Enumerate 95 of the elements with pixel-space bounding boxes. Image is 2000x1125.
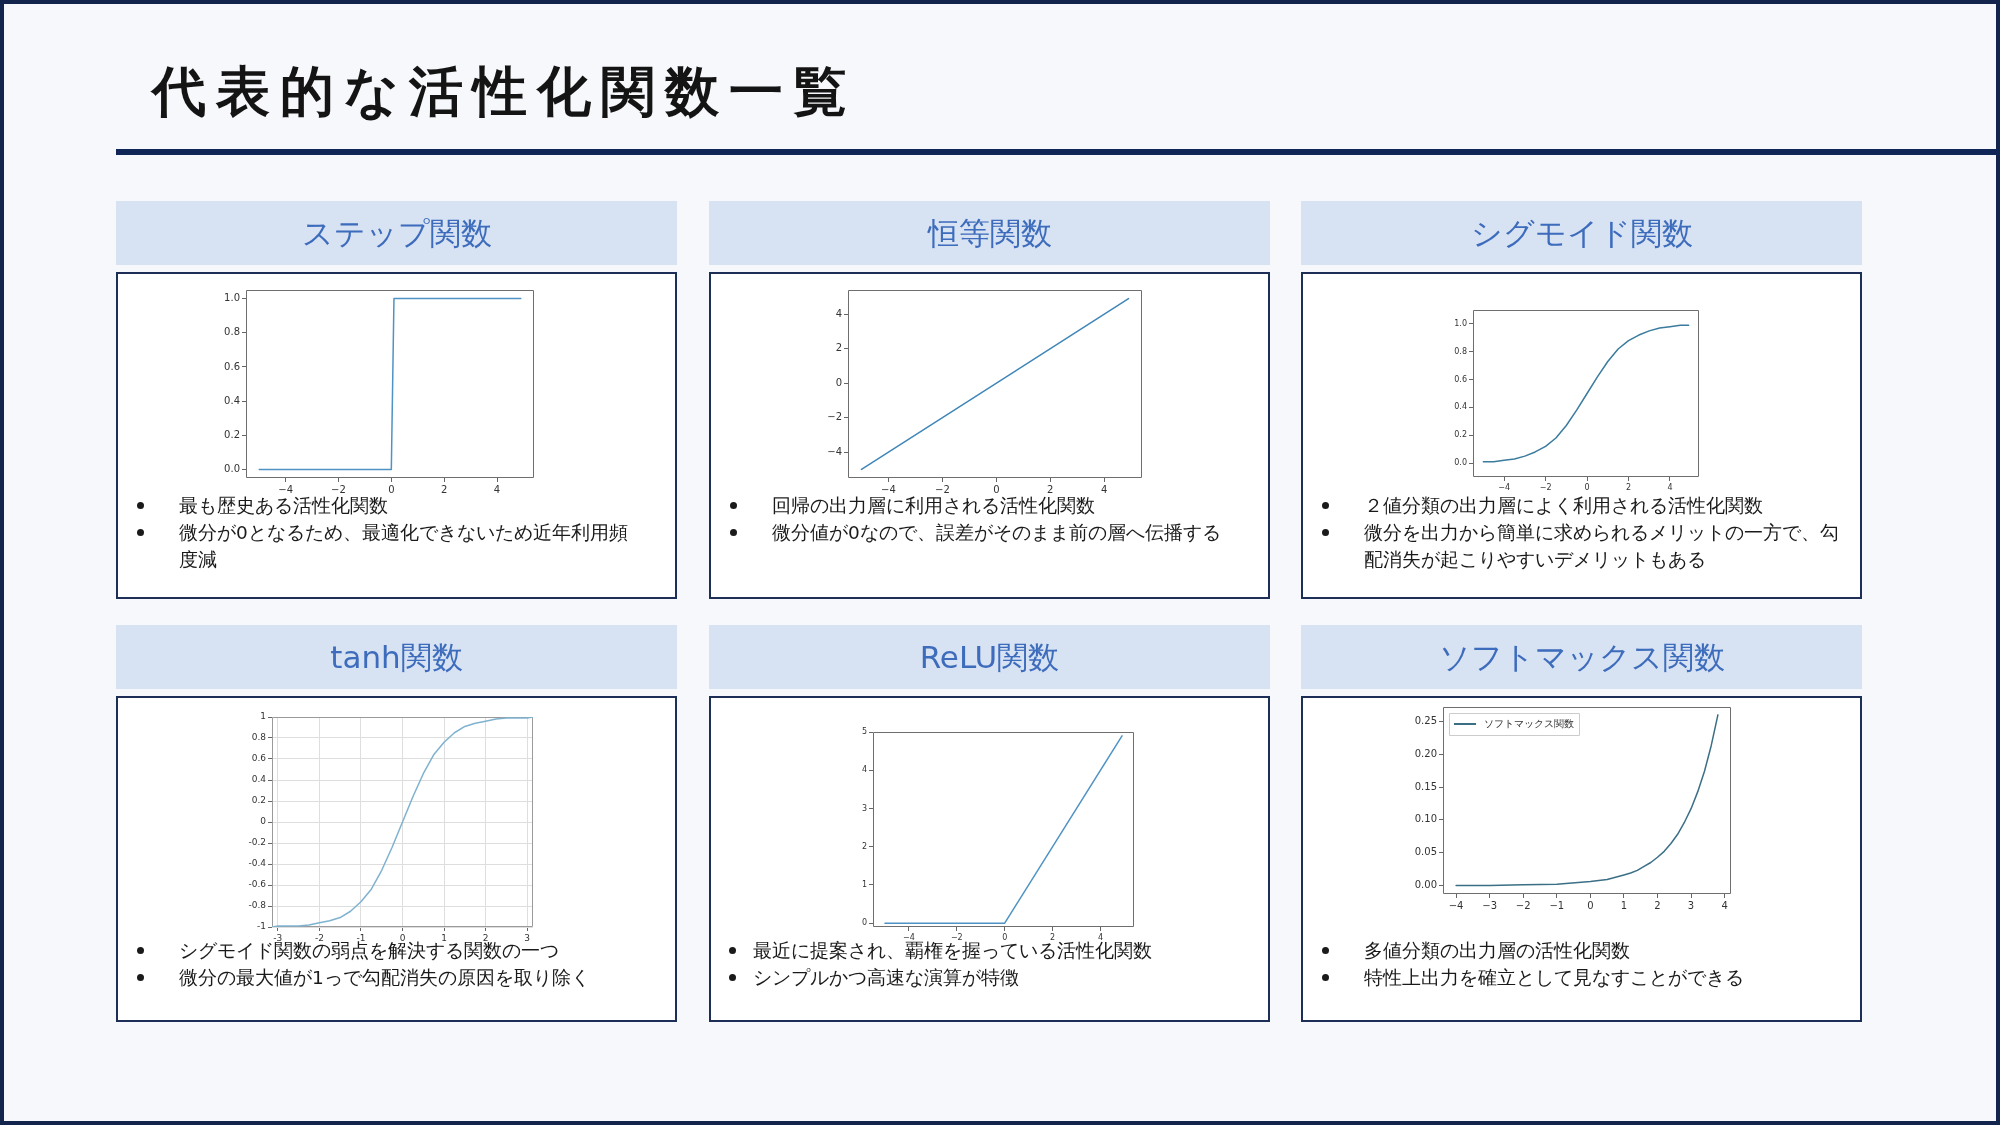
x-tick-label: −4: [1498, 482, 1510, 492]
x-tick-label: -1: [356, 932, 366, 943]
text: 最近に提案され、覇権を握っている活性化関数: [753, 940, 1152, 961]
x-tick-label: 4: [1101, 483, 1108, 495]
x-tick-label: −4: [278, 483, 294, 495]
y-tick-label: 4: [861, 765, 867, 775]
y-tick-label: -0.4: [248, 858, 267, 869]
y-tick-label: 0.2: [1454, 430, 1467, 440]
x-tick-label: 0: [388, 483, 395, 495]
x-tick-label: −4: [903, 932, 915, 942]
y-tick-label: 0: [861, 918, 867, 928]
x-tick-label: 2: [1625, 482, 1632, 492]
x-tick-label: 4: [1097, 932, 1104, 942]
x-tick-label: 4: [1721, 899, 1728, 911]
y-tick-label: 0: [835, 376, 842, 388]
text: 微分値が0なので、誤差がそのまま前の層へ伝播する: [772, 522, 1221, 543]
chart-title: シグモイド関数: [1301, 201, 1862, 265]
x-tick-label: −2: [1539, 482, 1552, 492]
x-tick-label: 3: [524, 932, 531, 943]
y-tick-label: 1: [260, 711, 266, 722]
y-tick-label: 1: [861, 880, 867, 890]
y-tick-label: 0.10: [1414, 813, 1437, 825]
y-tick-label: 0.2: [224, 428, 240, 440]
x-tick-label: −4: [881, 483, 896, 495]
y-tick-label: 0.8: [1454, 346, 1467, 356]
x-tick-label: 2: [482, 932, 489, 943]
x-tick-label: 0: [1587, 899, 1594, 911]
y-tick-label: 2: [835, 342, 842, 354]
text: シンプルかつ高速な演算が特徴: [753, 967, 1019, 988]
x-tick-label: −2: [331, 483, 346, 495]
text: 微分が0となるため、最適化できないため近年利用頻度減: [179, 522, 628, 570]
y-tick-label: 0.8: [251, 732, 267, 743]
y-tick-label: -0.2: [248, 837, 266, 848]
y-tick-label: 0.8: [224, 326, 240, 338]
y-tick-label: 5: [861, 727, 867, 737]
y-tick-label: −4: [827, 445, 842, 457]
y-tick-label: -0.8: [248, 900, 267, 911]
x-tick-label: 3: [1687, 899, 1695, 911]
x-tick-label: −1: [1549, 899, 1565, 911]
x-tick-label: 0: [993, 483, 1000, 495]
x-tick-label: 0: [1584, 482, 1590, 492]
text: 代表的な活性化関数一覧: [152, 59, 857, 125]
chart-title: ソフトマックス関数: [1301, 625, 1862, 689]
chart-title: 恒等関数: [709, 201, 1270, 265]
x-tick-label: −2: [935, 483, 950, 495]
x-tick-label: -3: [273, 932, 283, 943]
x-tick-label: 1: [1620, 899, 1628, 911]
x-tick-label: 0: [399, 932, 406, 943]
chart-title: ステップ関数: [116, 201, 677, 265]
y-tick-label: 0.0: [1454, 458, 1467, 468]
y-tick-label: 0.0: [224, 463, 240, 475]
y-tick-label: 0.05: [1414, 846, 1437, 858]
x-tick-label: 2: [1050, 932, 1056, 942]
y-tick-label: 0.4: [251, 774, 267, 785]
text: 回帰の出力層に利用される活性化関数: [772, 495, 1095, 516]
text: 特性上出力を確立として見なすことができる: [1364, 967, 1744, 988]
x-tick-label: -2: [314, 932, 324, 943]
y-tick-label: -1: [257, 921, 266, 932]
y-tick-label: 0.00: [1414, 879, 1437, 891]
x-tick-label: −2: [1515, 899, 1531, 911]
y-tick-label: 1.0: [1454, 318, 1467, 328]
text: 微分を出力から簡単に求められるメリットの一方で、勾配消失が起こりやすいデメリットもある: [1364, 522, 1839, 570]
y-tick-label: 2: [861, 841, 867, 851]
legend-label: ソフトマックス関数: [1484, 717, 1574, 729]
text: ２値分類の出力層によく利用される活性化関数: [1364, 495, 1763, 516]
y-tick-label: −2: [827, 411, 842, 423]
text: 微分の最大値が1っで勾配消失の原因を取り除く: [179, 967, 590, 988]
x-tick-label: 2: [1047, 483, 1054, 495]
x-tick-label: 4: [493, 483, 501, 495]
y-tick-label: 0.15: [1414, 780, 1437, 792]
x-tick-label: −2: [950, 932, 963, 942]
y-tick-label: 0.6: [224, 360, 240, 372]
y-tick-label: 0.4: [1454, 402, 1467, 412]
text: シグモイド関数の弱点を解決する関数の一つ: [179, 940, 559, 961]
y-tick-label: 0: [260, 816, 267, 827]
x-tick-label: −3: [1482, 899, 1498, 911]
y-tick-label: 1.0: [224, 292, 240, 304]
y-tick-label: -0.6: [248, 879, 267, 890]
y-tick-label: 3: [861, 803, 867, 813]
y-tick-label: 0.6: [1454, 374, 1467, 384]
y-tick-label: 0.20: [1414, 747, 1437, 759]
x-tick-label: 4: [1667, 482, 1673, 492]
text: 最も歴史ある活性化関数: [179, 495, 388, 516]
y-tick-label: 0.4: [224, 394, 240, 406]
chart-title: tanh関数: [116, 625, 677, 689]
x-tick-label: 2: [440, 483, 448, 495]
text: 多値分類の出力層の活性化関数: [1364, 940, 1630, 961]
y-tick-label: 0.6: [251, 753, 267, 764]
y-tick-label: 0.2: [251, 795, 266, 806]
x-tick-label: 0: [1002, 932, 1008, 942]
x-tick-label: 2: [1654, 899, 1661, 911]
x-tick-label: 1: [441, 932, 447, 943]
chart-title: ReLU関数: [709, 625, 1270, 689]
y-tick-label: 0.25: [1414, 715, 1437, 727]
y-tick-label: 4: [835, 307, 842, 319]
